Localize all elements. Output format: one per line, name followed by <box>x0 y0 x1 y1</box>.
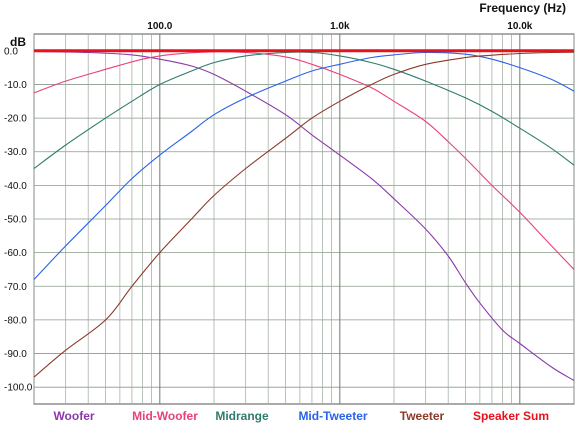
legend-item-mid-woofer: Mid-Woofer <box>132 409 198 423</box>
legend-item-midrange: Midrange <box>215 409 269 423</box>
series-line-tweeter <box>33 51 575 378</box>
x-tick-label: 10.0k <box>507 21 532 32</box>
series-line-midrange <box>33 51 575 169</box>
legend-item-tweeter: Tweeter <box>400 409 445 423</box>
x-tick-label: 1.0k <box>330 21 350 32</box>
series-line-mid-woofer <box>33 51 575 270</box>
series-line-mid-tweeter <box>33 51 575 280</box>
legend-item-speaker-sum: Speaker Sum <box>473 409 549 423</box>
y-tick-label: -80.0 <box>4 315 27 326</box>
x-tick-label: 100.0 <box>147 21 172 32</box>
series-lines <box>33 49 575 381</box>
y-tick-label: -90.0 <box>4 349 27 360</box>
legend-item-mid-tweeter: Mid-Tweeter <box>298 409 367 423</box>
y-tick-labels: 0.0 -10.0 -20.0 -30.0 -40.0 -50.0 -60.0 -70.0 -8… <box>4 46 33 393</box>
x-tick-labels: 100.0 1.0k 10.0k <box>147 21 532 32</box>
legend-item-woofer: Woofer <box>53 409 94 423</box>
y-tick-label: -100.0 <box>4 383 33 394</box>
y-tick-label: 0.0 <box>4 46 18 57</box>
y-tick-label: -30.0 <box>4 147 27 158</box>
y-tick-label: -20.0 <box>4 114 27 125</box>
x-axis-label: Frequency (Hz) <box>479 1 566 15</box>
series-line-woofer <box>33 50 575 381</box>
y-tick-label: -70.0 <box>4 282 27 293</box>
y-tick-label: -40.0 <box>4 181 27 192</box>
grid-lines <box>33 34 575 404</box>
y-tick-label: -50.0 <box>4 215 27 226</box>
y-tick-label: -10.0 <box>4 80 27 91</box>
y-tick-label: -60.0 <box>4 248 27 259</box>
y-axis-label: dB <box>10 35 26 49</box>
legend: Woofer Mid-Woofer Midrange Mid-Tweeter Tweet… <box>53 409 549 423</box>
